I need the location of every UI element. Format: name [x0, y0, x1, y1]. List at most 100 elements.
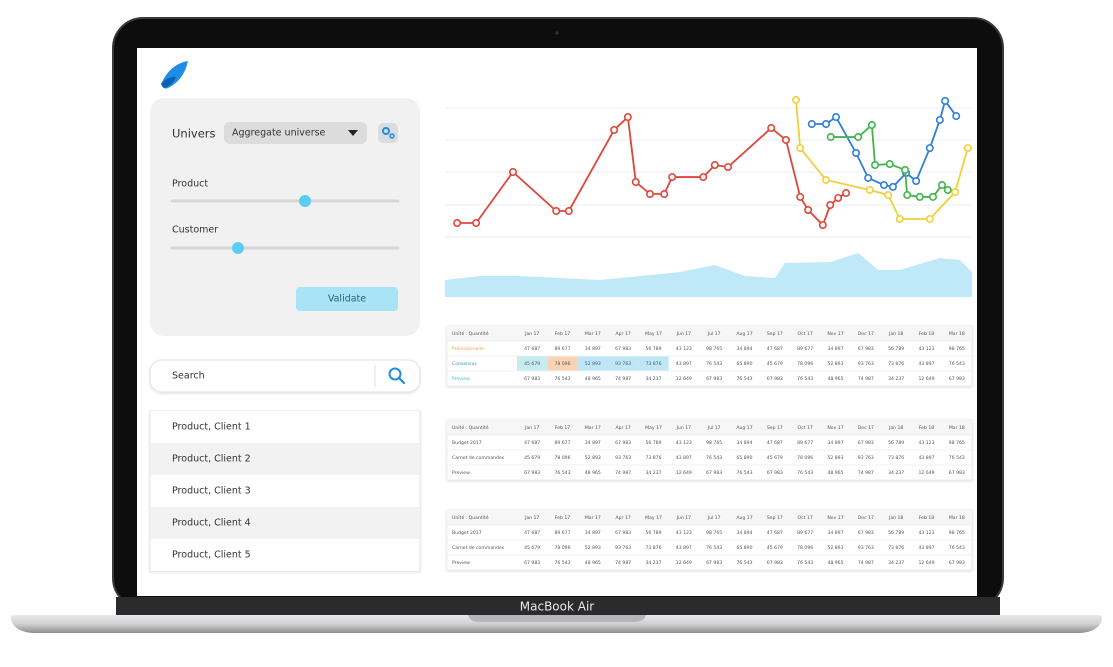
filter-panel: [150, 98, 420, 336]
line-point: [508, 167, 517, 176]
table-cell: 34 894: [736, 530, 752, 536]
table-cell: 76 543: [736, 470, 752, 476]
highlighted-cell: [577, 356, 608, 371]
table-cell: 73 876: [888, 545, 904, 551]
line-point: [864, 173, 873, 182]
table-month-header: Mar 17: [585, 515, 601, 521]
line-point: [935, 115, 944, 124]
table-cell: 67 983: [949, 470, 965, 476]
list-row[interactable]: [151, 475, 419, 507]
search-box[interactable]: [149, 359, 421, 393]
table-cell: 43 897: [676, 361, 692, 367]
line-point: [564, 207, 573, 216]
table-month-header: Dec 17: [858, 425, 874, 431]
table-cell: 45 679: [767, 455, 783, 461]
table-row-label: Budget 2017: [452, 530, 482, 536]
table-month-header: Mar 18: [949, 425, 965, 431]
list-row[interactable]: [151, 443, 419, 475]
list-row[interactable]: [151, 411, 419, 443]
line-point: [925, 144, 934, 153]
table-cell: 65 890: [736, 545, 752, 551]
client-list-rows: Product, Client 1 Product, Client 2 Produc…: [151, 411, 419, 571]
table-cell: 12 649: [918, 560, 934, 566]
table-row-label: Preview: [452, 560, 470, 566]
table-cell: 76 543: [554, 376, 570, 382]
table-cell: 89 677: [797, 530, 813, 536]
table-cell: 76 543: [797, 376, 813, 382]
table-cell: 12 649: [676, 560, 692, 566]
line-point: [943, 185, 952, 194]
table-cell: 56 789: [888, 440, 904, 446]
table-cell: 76 543: [736, 376, 752, 382]
table-cell: 73 876: [645, 361, 661, 367]
table-month-header: Aug 17: [736, 515, 752, 521]
table-row-label: Carnet de commandes: [452, 545, 505, 551]
table-cell: 76 543: [706, 455, 722, 461]
table-row-label: Prévisionnelle: [452, 345, 484, 352]
table-cell: 67 983: [858, 440, 874, 446]
search-icon[interactable]: [388, 367, 402, 381]
camera: [555, 31, 559, 35]
highlighted-cell: [517, 356, 548, 371]
table-month-header: Sep 17: [767, 331, 783, 337]
table-cell: 67 983: [524, 560, 540, 566]
table-cell: 74 987: [858, 376, 874, 382]
table-cell: 52 893: [585, 545, 601, 551]
universe-dropdown[interactable]: [224, 122, 367, 144]
table-cell: 78 096: [797, 361, 813, 367]
slider-knob[interactable]: [299, 195, 311, 207]
gear-icon: [382, 127, 390, 135]
line-point: [804, 205, 813, 214]
table-cell: 76 543: [797, 470, 813, 476]
table-cell: 67 983: [858, 530, 874, 536]
table-cell: 78 096: [797, 545, 813, 551]
line-point: [623, 113, 632, 122]
table-cell: 98 765: [949, 346, 965, 352]
line-point: [453, 219, 462, 228]
line-point: [941, 96, 950, 105]
table-cell: 48 965: [827, 376, 843, 382]
table-month-header: Jun 17: [676, 425, 692, 431]
table-cell: 89 677: [797, 440, 813, 446]
table-month-header: May 17: [645, 331, 662, 337]
validate-button[interactable]: [296, 287, 398, 311]
table-cell: 43 897: [918, 361, 934, 367]
table-cell: 89 677: [554, 530, 570, 536]
table-month-header: Nov 17: [827, 425, 843, 431]
table-month-header: Nov 17: [827, 331, 843, 337]
line-point: [767, 124, 776, 133]
line-point: [879, 181, 888, 190]
table-cell: 93 763: [858, 361, 874, 367]
table-cell: 34 897: [585, 530, 601, 536]
list-row[interactable]: [151, 507, 419, 539]
table-cell: 34 897: [827, 346, 843, 352]
table-cell: 74 987: [858, 470, 874, 476]
table-cell: 78 096: [554, 361, 570, 367]
table-cell: 67 983: [524, 376, 540, 382]
table-month-header: Dec 17: [858, 515, 874, 521]
table-cell: 67 983: [706, 376, 722, 382]
table-cell: 76 543: [554, 470, 570, 476]
table-header-bg: [447, 510, 972, 525]
table-cell: 45 679: [767, 545, 783, 551]
table-cell: 78 096: [797, 455, 813, 461]
table-cell: 43 123: [918, 440, 934, 446]
line-point: [865, 185, 874, 194]
highlighted-cell: [638, 356, 669, 371]
line-point: [646, 190, 655, 199]
list-row[interactable]: [151, 539, 419, 571]
table-cell: 76 543: [949, 545, 965, 551]
gear-icon-small: [389, 133, 395, 139]
line-point: [832, 113, 841, 122]
line-point: [610, 125, 619, 134]
slider-knob[interactable]: [232, 242, 244, 254]
line-point: [822, 120, 831, 129]
table-cell: 34 237: [645, 560, 661, 566]
universe-value: Aggregate universe: [232, 128, 326, 139]
highlighted-cell: [547, 356, 578, 371]
line-point: [631, 178, 640, 187]
table-cell: 89 677: [554, 346, 570, 352]
table-cell: 52 893: [827, 545, 843, 551]
table-cell: 89 677: [554, 440, 570, 446]
